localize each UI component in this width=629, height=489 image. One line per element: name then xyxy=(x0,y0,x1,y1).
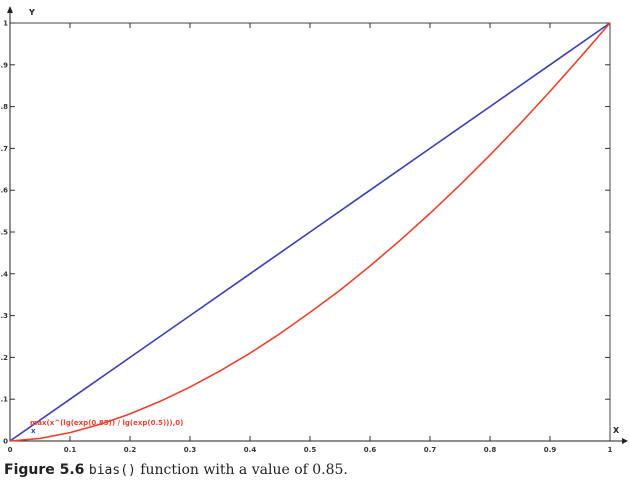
x-tick-label: 0.1 xyxy=(64,446,77,454)
y-axis-title: Y xyxy=(28,8,35,17)
legend-series-2-label: max(x^(lg(exp(0.85)) / lg(exp(0.5))),0) xyxy=(30,419,183,427)
x-tick-label: 1 xyxy=(608,446,613,454)
x-tick-label: 0.6 xyxy=(364,446,377,454)
series-layer xyxy=(9,22,611,442)
x-tick-label: 0.8 xyxy=(484,446,497,454)
y-tick-label: 0.5 xyxy=(0,229,8,237)
series-line-2 xyxy=(9,22,611,442)
caption-figure-label: Figure 5.6 xyxy=(4,462,85,478)
x-tick-label: 0.7 xyxy=(424,446,437,454)
y-tick-label: 0.7 xyxy=(0,145,8,153)
x-tick-label: 0.4 xyxy=(244,446,257,454)
y-tick-label: 0.2 xyxy=(0,354,8,362)
caption-function-name: bias() xyxy=(88,463,136,478)
axes-layer: X Y xyxy=(7,6,628,444)
legend-series-1-label: x xyxy=(31,427,36,435)
y-tick-label: 0.6 xyxy=(0,187,8,195)
y-tick-label: 0.9 xyxy=(0,61,8,69)
x-tick-label: 0.9 xyxy=(544,446,557,454)
y-tick-label: 0 xyxy=(3,438,8,446)
x-tick-label: 0 xyxy=(8,446,13,454)
x-tick-label: 0.3 xyxy=(184,446,197,454)
y-axis-arrow-icon xyxy=(7,6,13,13)
ticks-layer: 0 0.1 0.2 0.3 0.4 0.5 0.6 0.7 0.8 0.9 1 0 0.1 0.2 0.3 0… xyxy=(0,20,613,455)
y-tick-label: 1 xyxy=(3,20,8,28)
x-tick-label: 0.5 xyxy=(304,446,317,454)
series-line-1 xyxy=(9,22,611,442)
x-axis-title: X xyxy=(613,426,620,435)
y-tick-label: 0.3 xyxy=(0,312,8,320)
y-tick-label: 0.8 xyxy=(0,103,8,111)
chart: 0 0.1 0.2 0.3 0.4 0.5 0.6 0.7 0.8 0.9 1 0 0.1 0.2 0.3 0… xyxy=(0,6,628,455)
y-tick-label: 0.1 xyxy=(0,396,8,404)
legend-layer: max(x^(lg(exp(0.85)) / lg(exp(0.5))),0) … xyxy=(30,419,183,435)
caption-text: function with a value of 0.85. xyxy=(135,462,348,478)
x-tick-label: 0.2 xyxy=(124,446,137,454)
x-axis-arrow-icon xyxy=(622,438,628,444)
figure-caption: Figure 5.6 bias() function with a value … xyxy=(4,462,348,478)
y-tick-label: 0.4 xyxy=(0,270,8,278)
